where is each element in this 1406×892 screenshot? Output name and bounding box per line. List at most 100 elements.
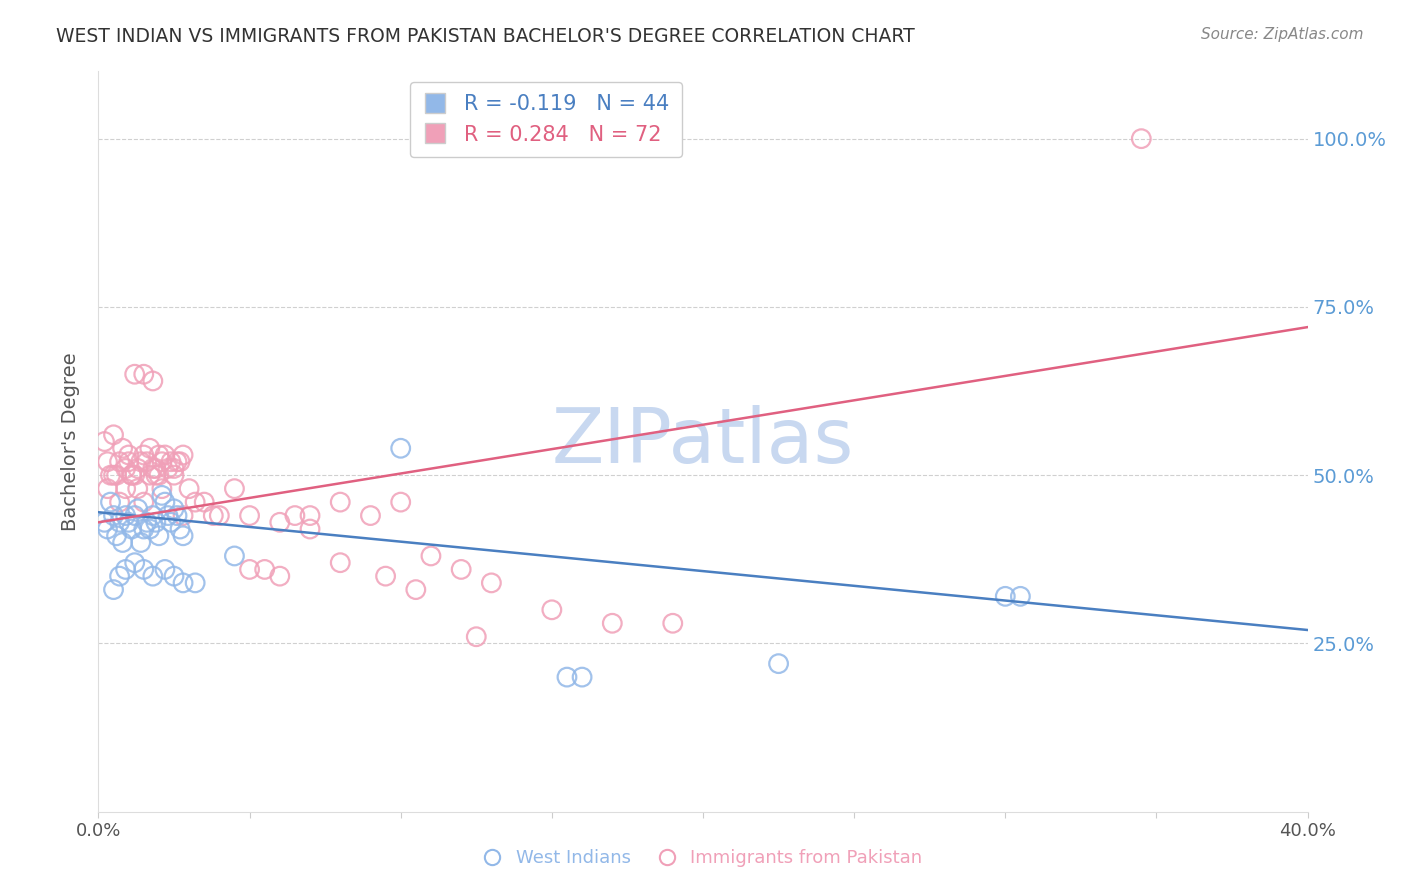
Point: [100, 495, 122, 509]
Point: [329, 495, 352, 509]
Point: [108, 569, 131, 583]
Point: [103, 427, 125, 442]
Point: [239, 562, 262, 576]
Point: [172, 529, 194, 543]
Point: [169, 522, 191, 536]
Point: [129, 535, 152, 549]
Point: [389, 495, 412, 509]
Point: [329, 556, 352, 570]
Point: [114, 508, 136, 523]
Point: [661, 616, 683, 631]
Point: [153, 448, 176, 462]
Point: [481, 575, 503, 590]
Point: [142, 374, 165, 388]
Point: [121, 468, 143, 483]
Point: [153, 495, 176, 509]
Point: [184, 495, 207, 509]
Point: [103, 508, 125, 523]
Point: [160, 455, 183, 469]
Point: [145, 516, 167, 530]
Point: [540, 603, 562, 617]
Point: [129, 455, 152, 469]
Y-axis label: Bachelor's Degree: Bachelor's Degree: [60, 352, 80, 531]
Point: [148, 529, 170, 543]
Point: [105, 529, 128, 543]
Point: [135, 516, 157, 530]
Point: [269, 516, 291, 530]
Point: [121, 468, 143, 483]
Point: [193, 495, 215, 509]
Point: [172, 448, 194, 462]
Point: [239, 508, 262, 523]
Point: [148, 468, 170, 483]
Point: [127, 501, 149, 516]
Point: [994, 590, 1017, 604]
Point: [160, 516, 183, 530]
Point: [96, 522, 118, 536]
Point: [100, 468, 122, 483]
Point: [139, 522, 162, 536]
Point: [127, 461, 149, 475]
Point: [450, 562, 472, 576]
Point: [571, 670, 593, 684]
Point: [114, 562, 136, 576]
Legend: West Indians, Immigrants from Pakistan: West Indians, Immigrants from Pakistan: [477, 842, 929, 874]
Point: [224, 549, 246, 563]
Point: [1130, 131, 1153, 145]
Point: [179, 482, 201, 496]
Point: [172, 575, 194, 590]
Point: [132, 448, 155, 462]
Point: [118, 455, 141, 469]
Point: [114, 482, 136, 496]
Point: [145, 461, 167, 475]
Point: [142, 508, 165, 523]
Point: [150, 455, 173, 469]
Point: [132, 562, 155, 576]
Point: [202, 508, 225, 523]
Point: [118, 448, 141, 462]
Point: [269, 569, 291, 583]
Point: [555, 670, 578, 684]
Point: [124, 508, 146, 523]
Point: [184, 575, 207, 590]
Point: [96, 455, 118, 469]
Point: [93, 516, 115, 530]
Point: [166, 455, 188, 469]
Point: [139, 468, 162, 483]
Point: [1010, 590, 1032, 604]
Point: [163, 468, 186, 483]
Point: [166, 508, 188, 523]
Point: [132, 495, 155, 509]
Text: Source: ZipAtlas.com: Source: ZipAtlas.com: [1201, 27, 1364, 42]
Text: WEST INDIAN VS IMMIGRANTS FROM PAKISTAN BACHELOR'S DEGREE CORRELATION CHART: WEST INDIAN VS IMMIGRANTS FROM PAKISTAN …: [56, 27, 915, 45]
Point: [145, 468, 167, 483]
Point: [96, 482, 118, 496]
Point: [132, 368, 155, 382]
Point: [420, 549, 443, 563]
Point: [111, 535, 134, 549]
Point: [405, 582, 427, 597]
Point: [299, 522, 322, 536]
Point: [103, 582, 125, 597]
Point: [108, 495, 131, 509]
Point: [169, 455, 191, 469]
Point: [602, 616, 624, 631]
Point: [118, 516, 141, 530]
Point: [156, 508, 179, 523]
Point: [150, 482, 173, 496]
Point: [208, 508, 231, 523]
Point: [108, 516, 131, 530]
Point: [93, 434, 115, 449]
Point: [103, 468, 125, 483]
Point: [124, 368, 146, 382]
Point: [156, 461, 179, 475]
Point: [374, 569, 396, 583]
Point: [114, 461, 136, 475]
Point: [299, 508, 322, 523]
Point: [224, 482, 246, 496]
Point: [139, 442, 162, 456]
Point: [142, 569, 165, 583]
Point: [121, 522, 143, 536]
Legend: R = -0.119   N = 44, R = 0.284   N = 72: R = -0.119 N = 44, R = 0.284 N = 72: [411, 82, 682, 157]
Point: [768, 657, 790, 671]
